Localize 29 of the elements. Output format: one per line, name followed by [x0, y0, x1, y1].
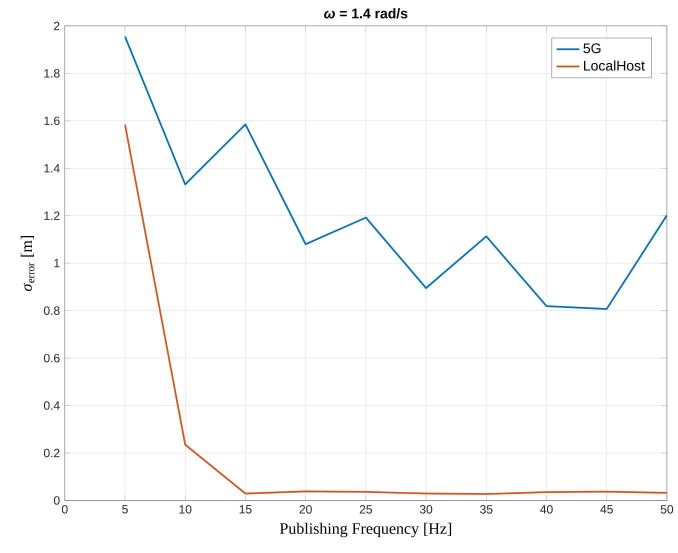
y-tick-label: 1	[54, 258, 60, 268]
line-series	[124, 36, 667, 310]
x-tick-label: 15	[240, 504, 252, 514]
x-axis-title: Publishing Frequency [Hz]	[280, 522, 452, 538]
x-tick-label: 40	[540, 504, 553, 514]
x-tick-label: 20	[300, 504, 312, 514]
y-tick-label: 0.2	[44, 448, 60, 458]
y-tick-label: 0.6	[44, 354, 60, 362]
legend-label: 5G	[583, 43, 600, 54]
y-tick-label: 1.4	[44, 164, 60, 172]
legend-label: LocalHost	[584, 60, 645, 71]
x-tick-label: 5	[122, 504, 128, 514]
x-tick-label: 0	[62, 504, 68, 514]
x-tick-label: 35	[480, 504, 492, 514]
x-tick-label: 25	[360, 504, 372, 514]
x-tick-label: 10	[179, 504, 192, 514]
x-tick-label: 50	[660, 504, 674, 514]
y-tick-label: 1.2	[44, 211, 60, 220]
y-tick-label: 2	[54, 22, 60, 30]
line-series	[124, 124, 667, 495]
y-tick-label: 0	[54, 496, 60, 505]
x-tick-label: 45	[600, 504, 613, 514]
y-tick-label: 1.6	[44, 116, 60, 125]
y-tick-label: 1.8	[44, 68, 60, 78]
y-tick-label: 0.4	[44, 401, 60, 410]
x-tick-label: 30	[420, 504, 432, 514]
chart-title: ω = 1.4 rad/s	[324, 8, 408, 18]
y-tick-label: 0.8	[44, 306, 60, 315]
y-axis-title: σ$_{error}$ [m]	[20, 236, 34, 291]
